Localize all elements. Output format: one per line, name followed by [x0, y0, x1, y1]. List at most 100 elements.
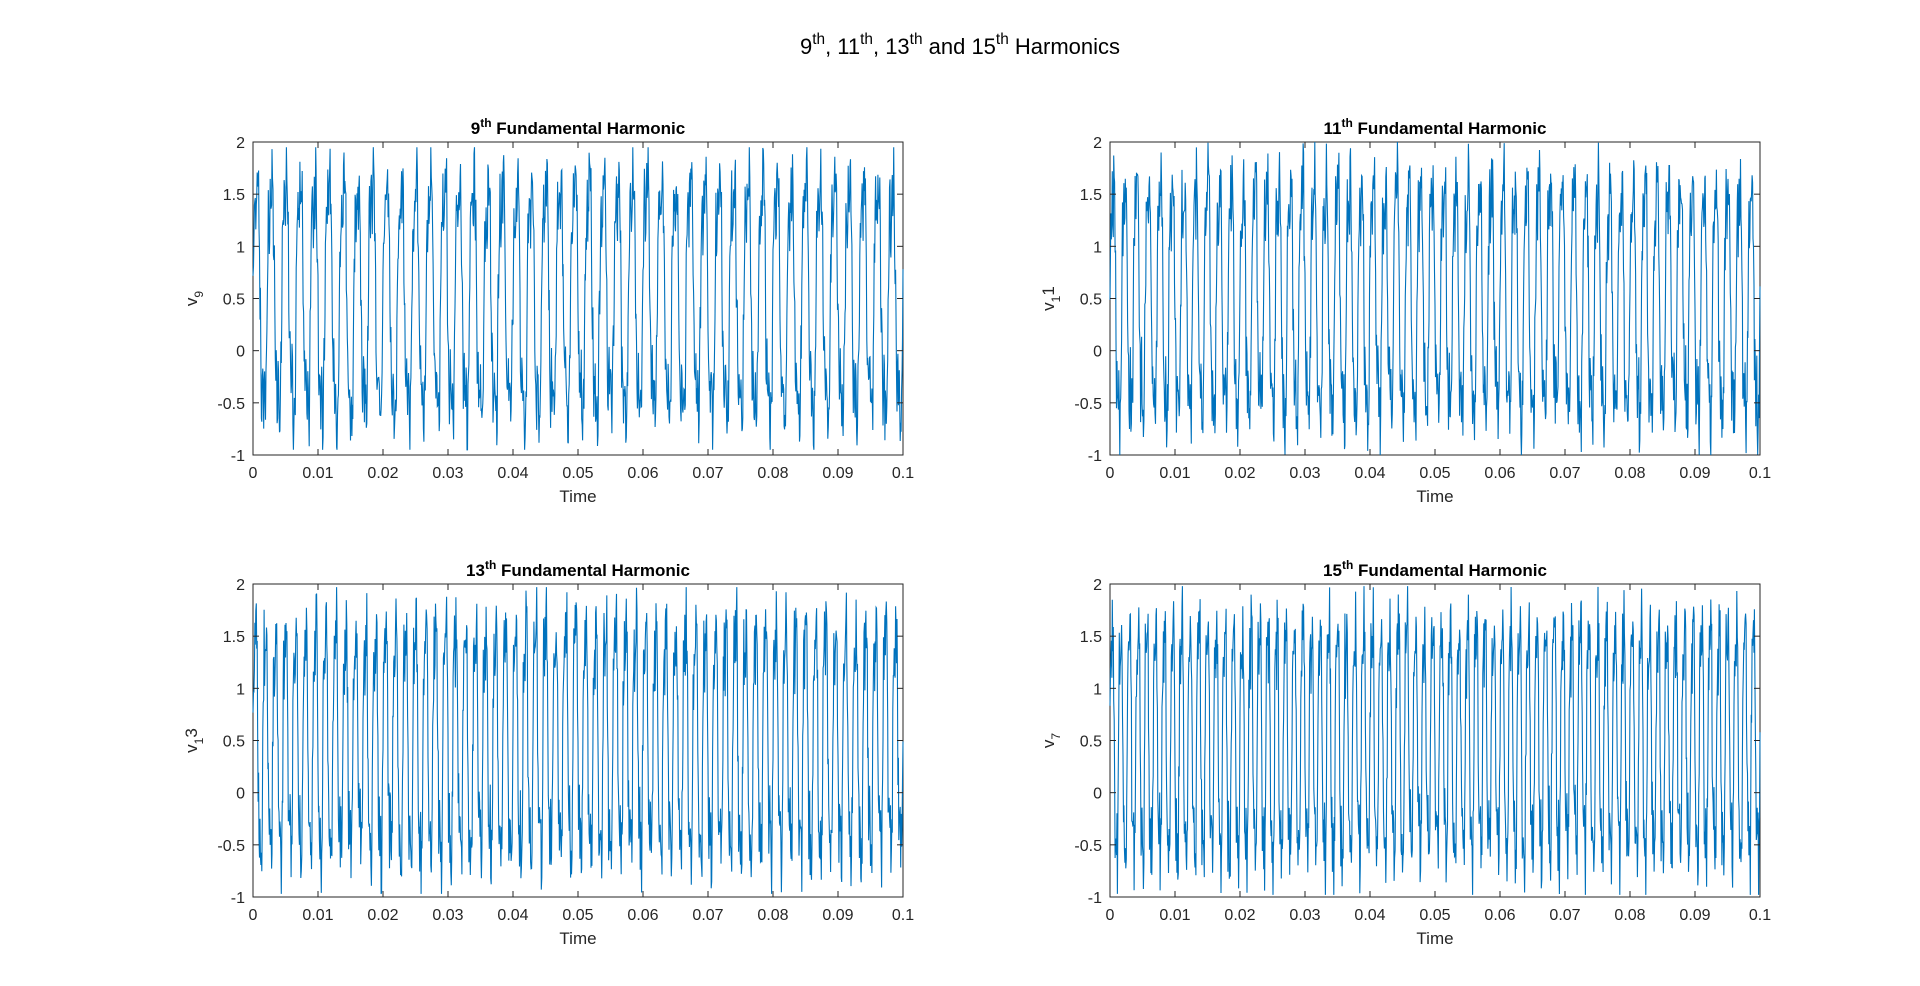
y-tick-label: 1.5: [1080, 187, 1102, 204]
x-tick-label: 0.1: [1749, 907, 1771, 924]
x-tick-label: 0.01: [302, 907, 333, 924]
y-tick-label: 1.5: [223, 187, 245, 204]
subplot-15th: 0 0.01 0.02 0.03 0.04 0.05 0.06 0.07 0.08 0.09 0.1…: [1039, 558, 1771, 948]
y-tick-label: 0: [236, 344, 245, 361]
y-tick-label: 0: [1093, 786, 1102, 803]
title-text: Harmonics: [1008, 34, 1121, 59]
subplot-title-superscript: th: [1342, 558, 1353, 572]
x-tick-label: 0.01: [1159, 907, 1190, 924]
y-tick-label: 1: [236, 681, 245, 698]
title-text: 9: [799, 34, 813, 59]
y-axis-label: v9: [182, 291, 206, 307]
x-tick-label: 0.07: [1549, 907, 1580, 924]
x-tick-label: 0.06: [1484, 907, 1515, 924]
subplot-title-superscript: th: [485, 558, 496, 572]
x-axis-label: Time: [1416, 487, 1453, 506]
y-tick-label: 0.5: [223, 734, 245, 751]
x-tick-label: 0.01: [302, 465, 333, 482]
y-tick-label: 1: [236, 239, 245, 256]
y-label-subscript: 7: [1049, 733, 1063, 740]
y-tick-label: 0.5: [1080, 734, 1102, 751]
x-tick-label: 0.02: [367, 907, 398, 924]
x-tick-label: 0.04: [1354, 465, 1385, 482]
subplot-title-text: Fundamental Harmonic: [1353, 561, 1547, 580]
title-superscript: th: [995, 30, 1009, 48]
y-tick-label: -1: [231, 890, 245, 907]
subplot-title-superscript: th: [1342, 116, 1353, 130]
subplot-title-number: 11: [1324, 119, 1342, 138]
y-label-tail: 3: [182, 728, 201, 737]
y-tick-label: -1: [1088, 890, 1102, 907]
x-tick-label: 0.02: [1224, 465, 1255, 482]
x-tick-label: 0: [1106, 465, 1115, 482]
x-tick-label: 0.06: [627, 465, 658, 482]
x-tick-label: 0.1: [892, 907, 914, 924]
y-tick-label: 0.5: [1080, 292, 1102, 309]
x-tick-label: 0.08: [1614, 907, 1645, 924]
signal-line: [252, 587, 904, 895]
x-tick-label: 0.03: [1289, 907, 1320, 924]
subplot-title: 11th Fundamental Harmonic: [1324, 116, 1547, 138]
subplot-title: 9th Fundamental Harmonic: [471, 116, 685, 138]
x-tick-label: 0.05: [1419, 907, 1450, 924]
x-tick-label: 0.07: [692, 907, 723, 924]
title-text: , 13: [872, 34, 910, 59]
subplot-title-text: Fundamental Harmonic: [492, 119, 686, 138]
x-tick-label: 0.08: [757, 907, 788, 924]
x-tick-label: 0.05: [562, 465, 593, 482]
y-label-base: v: [182, 744, 201, 753]
x-tick-label: 0.03: [432, 907, 463, 924]
x-tick-label: 0.06: [627, 907, 658, 924]
y-label-base: v: [1039, 302, 1058, 311]
subplot-title-number: 13: [466, 561, 485, 580]
title-superscript: th: [860, 30, 873, 48]
x-tick-label: 0.05: [1419, 465, 1450, 482]
y-tick-label: 2: [1093, 135, 1102, 152]
title-superscript: th: [812, 30, 826, 48]
y-tick-label: 1.5: [1080, 629, 1102, 646]
x-tick-label: 0.07: [692, 465, 723, 482]
y-tick-label: -1: [231, 448, 245, 465]
y-tick-label: 2: [1093, 577, 1102, 594]
y-label-subscript: 1: [1049, 295, 1063, 302]
x-tick-label: 0.09: [822, 907, 853, 924]
x-tick-label: 0.09: [1679, 465, 1710, 482]
y-tick-label: -0.5: [217, 838, 245, 855]
signal-line: [1109, 586, 1761, 895]
y-tick-label: -1: [1088, 448, 1102, 465]
x-tick-label: 0.09: [822, 465, 853, 482]
x-tick-label: 0.1: [1749, 465, 1771, 482]
x-tick-label: 0.06: [1484, 465, 1515, 482]
subplot-11th: 0 0.01 0.02 0.03 0.04 0.05 0.06 0.07 0.08 0.09 0.1…: [1039, 116, 1771, 506]
x-tick-label: 0.03: [432, 465, 463, 482]
y-label-subscript: 1: [192, 737, 206, 744]
x-tick-label: 0.04: [497, 907, 528, 924]
x-tick-label: 0.09: [1679, 907, 1710, 924]
y-tick-label: 2: [236, 135, 245, 152]
y-tick-label: 1: [1093, 681, 1102, 698]
y-tick-label: 1: [1093, 239, 1102, 256]
y-tick-label: -0.5: [217, 396, 245, 413]
x-axis-label: Time: [1416, 929, 1453, 948]
x-tick-label: 0.08: [757, 465, 788, 482]
y-tick-label: 0.5: [223, 292, 245, 309]
x-tick-label: 0.01: [1159, 465, 1190, 482]
y-axis-label: v11: [1039, 286, 1063, 311]
subplot-13th: 0 0.01 0.02 0.03 0.04 0.05 0.06 0.07 0.08 0.09 0.1…: [182, 558, 914, 948]
y-tick-label: 2: [236, 577, 245, 594]
subplot-title: 15th Fundamental Harmonic: [1323, 558, 1547, 580]
y-label-base: v: [182, 297, 201, 306]
x-tick-label: 0.05: [562, 907, 593, 924]
title-text: , 11: [825, 34, 861, 59]
subplot-title-number: 9: [471, 119, 480, 138]
x-axis-label: Time: [559, 929, 596, 948]
subplot-title-text: Fundamental Harmonic: [1353, 119, 1547, 138]
x-tick-label: 0.02: [1224, 907, 1255, 924]
x-tick-label: 0.04: [1354, 907, 1385, 924]
y-tick-label: -0.5: [1074, 396, 1102, 413]
y-tick-label: -0.5: [1074, 838, 1102, 855]
y-label-base: v: [1039, 739, 1058, 748]
y-axis-label: v13: [182, 728, 206, 753]
